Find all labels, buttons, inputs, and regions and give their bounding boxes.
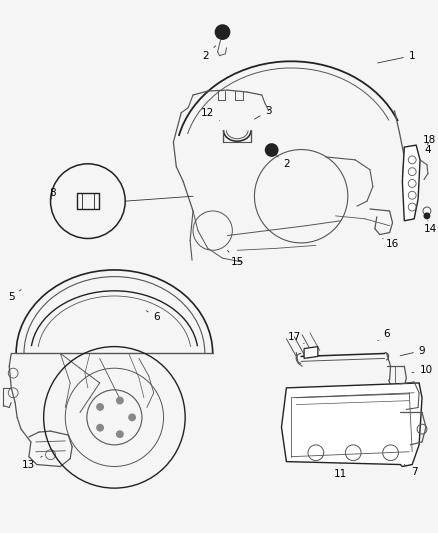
- Text: 5: 5: [8, 289, 21, 302]
- Text: 2: 2: [202, 46, 215, 61]
- Text: 15: 15: [227, 251, 244, 267]
- Text: 3: 3: [254, 106, 272, 119]
- Text: 17: 17: [288, 332, 304, 344]
- Text: 10: 10: [412, 365, 432, 375]
- Text: 16: 16: [383, 238, 399, 249]
- Text: 9: 9: [400, 345, 425, 356]
- Polygon shape: [282, 383, 422, 466]
- Text: 4: 4: [420, 145, 431, 160]
- Text: 11: 11: [334, 463, 347, 479]
- Text: 1: 1: [378, 51, 416, 63]
- Circle shape: [215, 24, 230, 40]
- Circle shape: [424, 213, 431, 219]
- Polygon shape: [403, 145, 420, 221]
- Text: 7: 7: [404, 465, 417, 478]
- Polygon shape: [304, 346, 318, 358]
- Text: 14: 14: [424, 221, 438, 233]
- Circle shape: [96, 403, 104, 411]
- Circle shape: [265, 143, 279, 157]
- Text: 12: 12: [201, 108, 219, 120]
- Circle shape: [96, 424, 104, 432]
- Circle shape: [116, 430, 124, 438]
- Text: 6: 6: [146, 311, 160, 322]
- Text: 13: 13: [22, 456, 42, 470]
- Circle shape: [128, 414, 136, 421]
- Circle shape: [116, 397, 124, 405]
- Text: 8: 8: [49, 188, 56, 198]
- Text: 2: 2: [277, 156, 290, 169]
- Text: 18: 18: [423, 135, 437, 145]
- Text: 6: 6: [378, 329, 390, 341]
